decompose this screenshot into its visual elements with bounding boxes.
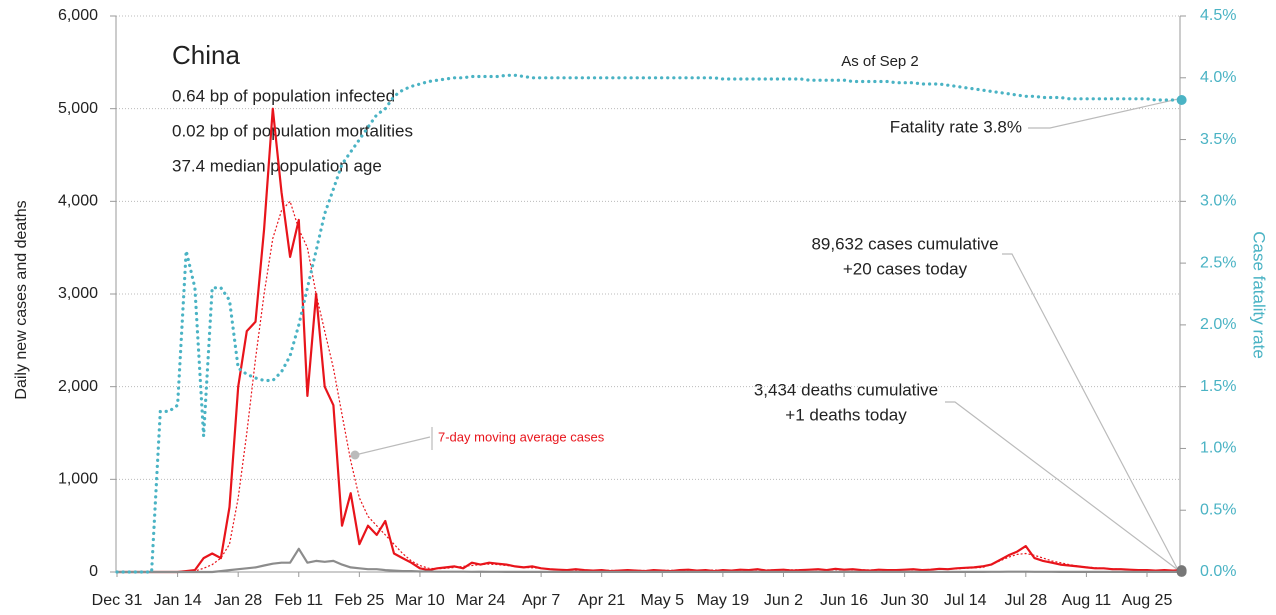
y2-tick-label: 1.0% xyxy=(1200,440,1236,457)
x-tick-label: Apr 21 xyxy=(578,592,625,609)
y-tick-label: 6,000 xyxy=(58,7,98,24)
y2-tick-label: 3.5% xyxy=(1200,131,1236,148)
x-tick-label: Jan 14 xyxy=(154,592,202,609)
x-tick-label: Jun 30 xyxy=(881,592,929,609)
x-tick-label: Aug 25 xyxy=(1122,592,1173,609)
y2-tick-label: 2.0% xyxy=(1200,316,1236,333)
annotation: As of Sep 2 xyxy=(841,53,919,70)
annotation: 0.02 bp of population mortalities xyxy=(172,121,413,140)
y2-tick-label: 4.0% xyxy=(1200,69,1236,86)
y2-tick-label: 0.5% xyxy=(1200,501,1236,518)
annotation: 3,434 deaths cumulative xyxy=(754,380,938,399)
x-tick-label: Feb 25 xyxy=(334,592,384,609)
annotation: +1 deaths today xyxy=(785,405,907,424)
y2-tick-label: 3.0% xyxy=(1200,193,1236,210)
y-tick-label: 3,000 xyxy=(58,285,98,302)
x-tick-label: Jul 14 xyxy=(944,592,987,609)
y2-tick-label: 1.5% xyxy=(1200,378,1236,395)
series-line xyxy=(117,200,1182,573)
end-marker xyxy=(1176,95,1187,106)
x-tick-label: May 19 xyxy=(697,592,750,609)
x-tick-label: Jan 28 xyxy=(214,592,262,609)
y-tick-label: 5,000 xyxy=(58,100,98,117)
series-line xyxy=(117,107,1182,574)
annotation: Fatality rate 3.8% xyxy=(890,117,1022,136)
x-tick-label: Apr 7 xyxy=(522,592,560,609)
y-tick-label: 1,000 xyxy=(58,471,98,488)
y-tick-label: 2,000 xyxy=(58,378,98,395)
x-tick-label: Mar 10 xyxy=(395,592,445,609)
y-tick-label: 0 xyxy=(89,563,98,580)
leader-line xyxy=(1002,253,1179,571)
x-tick-label: Aug 11 xyxy=(1062,592,1112,609)
leader-line xyxy=(945,401,1179,571)
end-marker xyxy=(1176,565,1187,576)
y2-tick-label: 4.5% xyxy=(1200,7,1236,24)
series-label: 7-day moving average cases xyxy=(438,429,605,444)
x-tick-label: Jun 2 xyxy=(764,592,803,609)
pointer-dot xyxy=(350,450,360,460)
annotation: 89,632 cases cumulative xyxy=(811,234,998,253)
leader-line xyxy=(354,436,431,456)
y2-axis-title: Case fatality rate xyxy=(1250,231,1269,359)
y-tick-label: 4,000 xyxy=(58,193,98,210)
x-tick-label: Jul 28 xyxy=(1004,592,1047,609)
leader-line xyxy=(1028,98,1179,129)
leaders xyxy=(354,98,1179,571)
x-tick-label: Dec 31 xyxy=(92,592,143,609)
y-axis-title: Daily new cases and deaths xyxy=(13,200,30,399)
annotation: +20 cases today xyxy=(843,259,968,278)
y2-tick-label: 2.5% xyxy=(1200,254,1236,271)
x-tick-label: Mar 24 xyxy=(456,592,506,609)
annotation: 37.4 median population age xyxy=(172,156,382,175)
x-tick-label: May 5 xyxy=(641,592,685,609)
series-line xyxy=(115,73,1184,574)
chart-title: China xyxy=(172,40,240,70)
x-tick-label: Jun 16 xyxy=(820,592,868,609)
series-line xyxy=(117,547,1182,574)
y2-tick-label: 0.0% xyxy=(1200,563,1236,580)
annotation: 0.64 bp of population infected xyxy=(172,86,395,105)
x-tick-label: Feb 11 xyxy=(274,592,323,609)
